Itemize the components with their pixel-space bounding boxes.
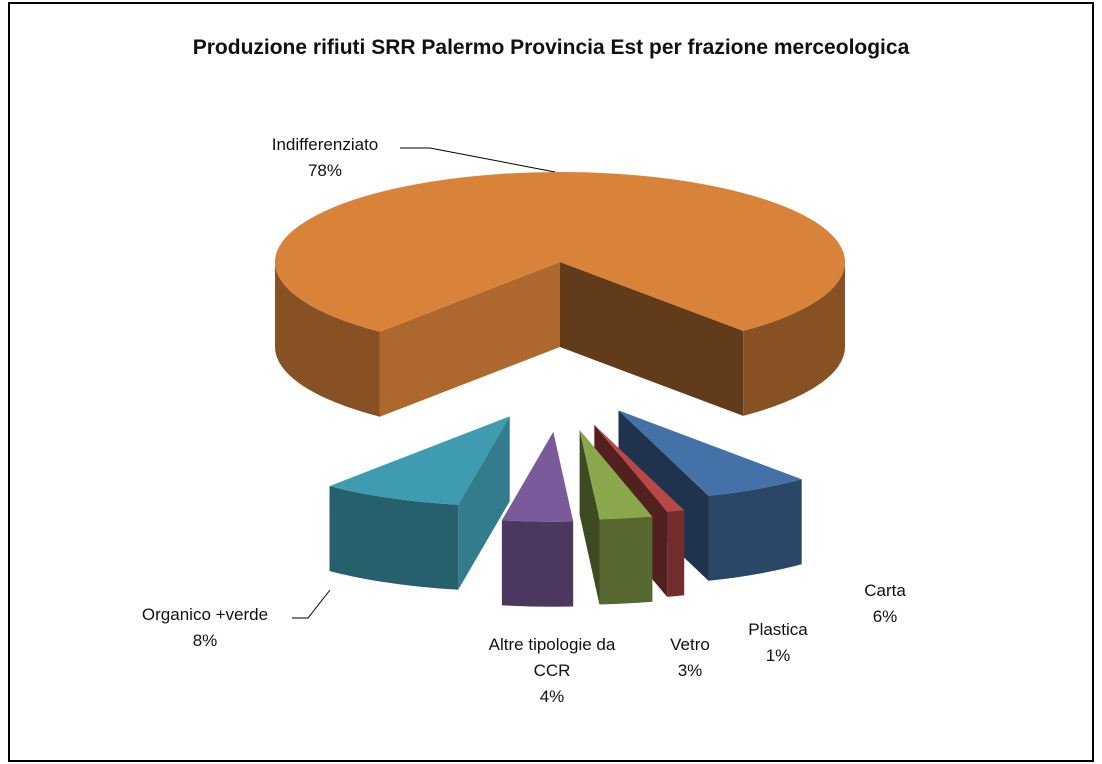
slice-side <box>379 262 560 417</box>
category-label: Altre tipologie da CCR <box>488 635 616 680</box>
category-label: Indifferenziato <box>271 135 379 154</box>
slice-side <box>579 429 600 605</box>
data-label: Indifferenziato 78% <box>272 132 378 184</box>
slice-wall <box>743 262 845 416</box>
value-label: 78% <box>307 161 343 180</box>
slice-side <box>458 416 510 590</box>
value-label: 1% <box>765 646 791 665</box>
slice <box>594 424 685 512</box>
slice-side <box>560 262 744 416</box>
value-label: 4% <box>539 687 565 706</box>
data-label: Altre tipologie da CCR 4% <box>477 632 627 710</box>
chart-border <box>8 2 1094 762</box>
slice-wall <box>501 520 574 607</box>
data-label: Plastica 1% <box>748 617 808 669</box>
slice-wall <box>599 516 653 605</box>
data-label: Carta 6% <box>864 578 906 630</box>
category-label: Organico +verde <box>141 605 269 624</box>
data-label: Organico +verde 8% <box>142 602 268 654</box>
slice <box>275 171 846 332</box>
slice-wall <box>708 479 802 581</box>
value-label: 6% <box>872 607 898 626</box>
pie <box>275 171 846 607</box>
value-label: 8% <box>192 631 218 650</box>
slice <box>618 410 802 496</box>
value-label: 3% <box>677 661 703 680</box>
leader-line <box>292 589 331 619</box>
category-label: Carta <box>864 581 906 600</box>
slice-wall <box>329 486 459 590</box>
slice <box>579 429 653 520</box>
category-label: Vetro <box>670 635 710 654</box>
data-label: Vetro 3% <box>670 632 710 684</box>
slice <box>329 416 510 505</box>
slice-wall <box>667 510 685 597</box>
chart-title: Produzione rifiuti SRR Palermo Provincia… <box>192 36 910 59</box>
leader-line <box>400 147 556 173</box>
slice <box>501 431 574 522</box>
slice-wall <box>275 262 380 417</box>
category-label: Plastica <box>748 620 808 639</box>
